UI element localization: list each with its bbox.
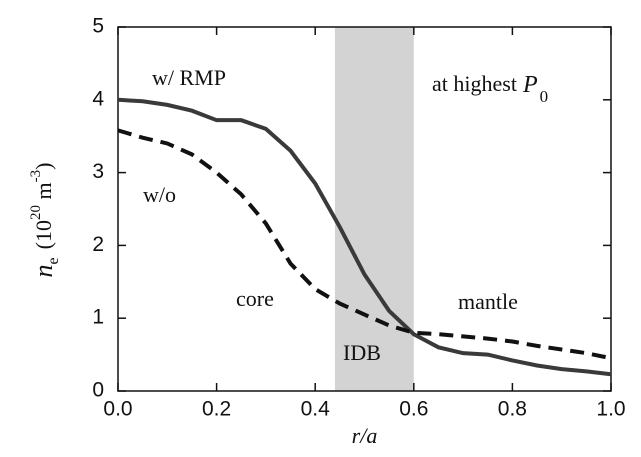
plot-frame — [117, 26, 612, 392]
x-tick-label: 0.8 — [498, 398, 527, 421]
y-label-var: n — [29, 264, 58, 277]
y-label-text: ) — [31, 163, 56, 170]
annotation: IDB — [343, 340, 381, 365]
y-tick-label: 0 — [92, 379, 104, 402]
y-tick-label: 2 — [92, 233, 104, 256]
annotation: core — [236, 286, 274, 311]
series-label: w/o — [143, 182, 176, 207]
y-tick-label: 4 — [92, 87, 104, 110]
series-label: w/ RMP — [152, 65, 226, 90]
title-sub: 0 — [540, 87, 549, 106]
x-tick-label: 0.4 — [301, 398, 331, 421]
title-var: P — [522, 72, 538, 98]
x-axis-label: r/a — [352, 423, 378, 448]
y-axis-label: ne (1020 m-3) — [28, 163, 61, 278]
title-text: at highest — [432, 71, 517, 96]
series-line — [117, 97, 612, 377]
series-line — [117, 128, 612, 361]
y-tick-label: 5 — [92, 15, 104, 38]
y-tick-label: 3 — [92, 160, 104, 183]
x-tick-label: 0.2 — [202, 398, 231, 421]
x-tick-label: 0.0 — [103, 398, 132, 421]
x-tick-label: 1.0 — [596, 398, 625, 421]
y-tick-label: 1 — [92, 306, 104, 329]
y-label-text: m — [31, 182, 56, 205]
idb-region — [334, 27, 414, 391]
y-label-sub: e — [45, 257, 62, 264]
y-label-text: (10 — [31, 220, 56, 249]
x-tick-label: 0.6 — [399, 398, 428, 421]
y-label-sup: 20 — [28, 205, 44, 220]
annotation: mantle — [458, 289, 518, 314]
title: at highest P 0 — [432, 71, 548, 106]
y-label-sup: -3 — [28, 170, 44, 183]
